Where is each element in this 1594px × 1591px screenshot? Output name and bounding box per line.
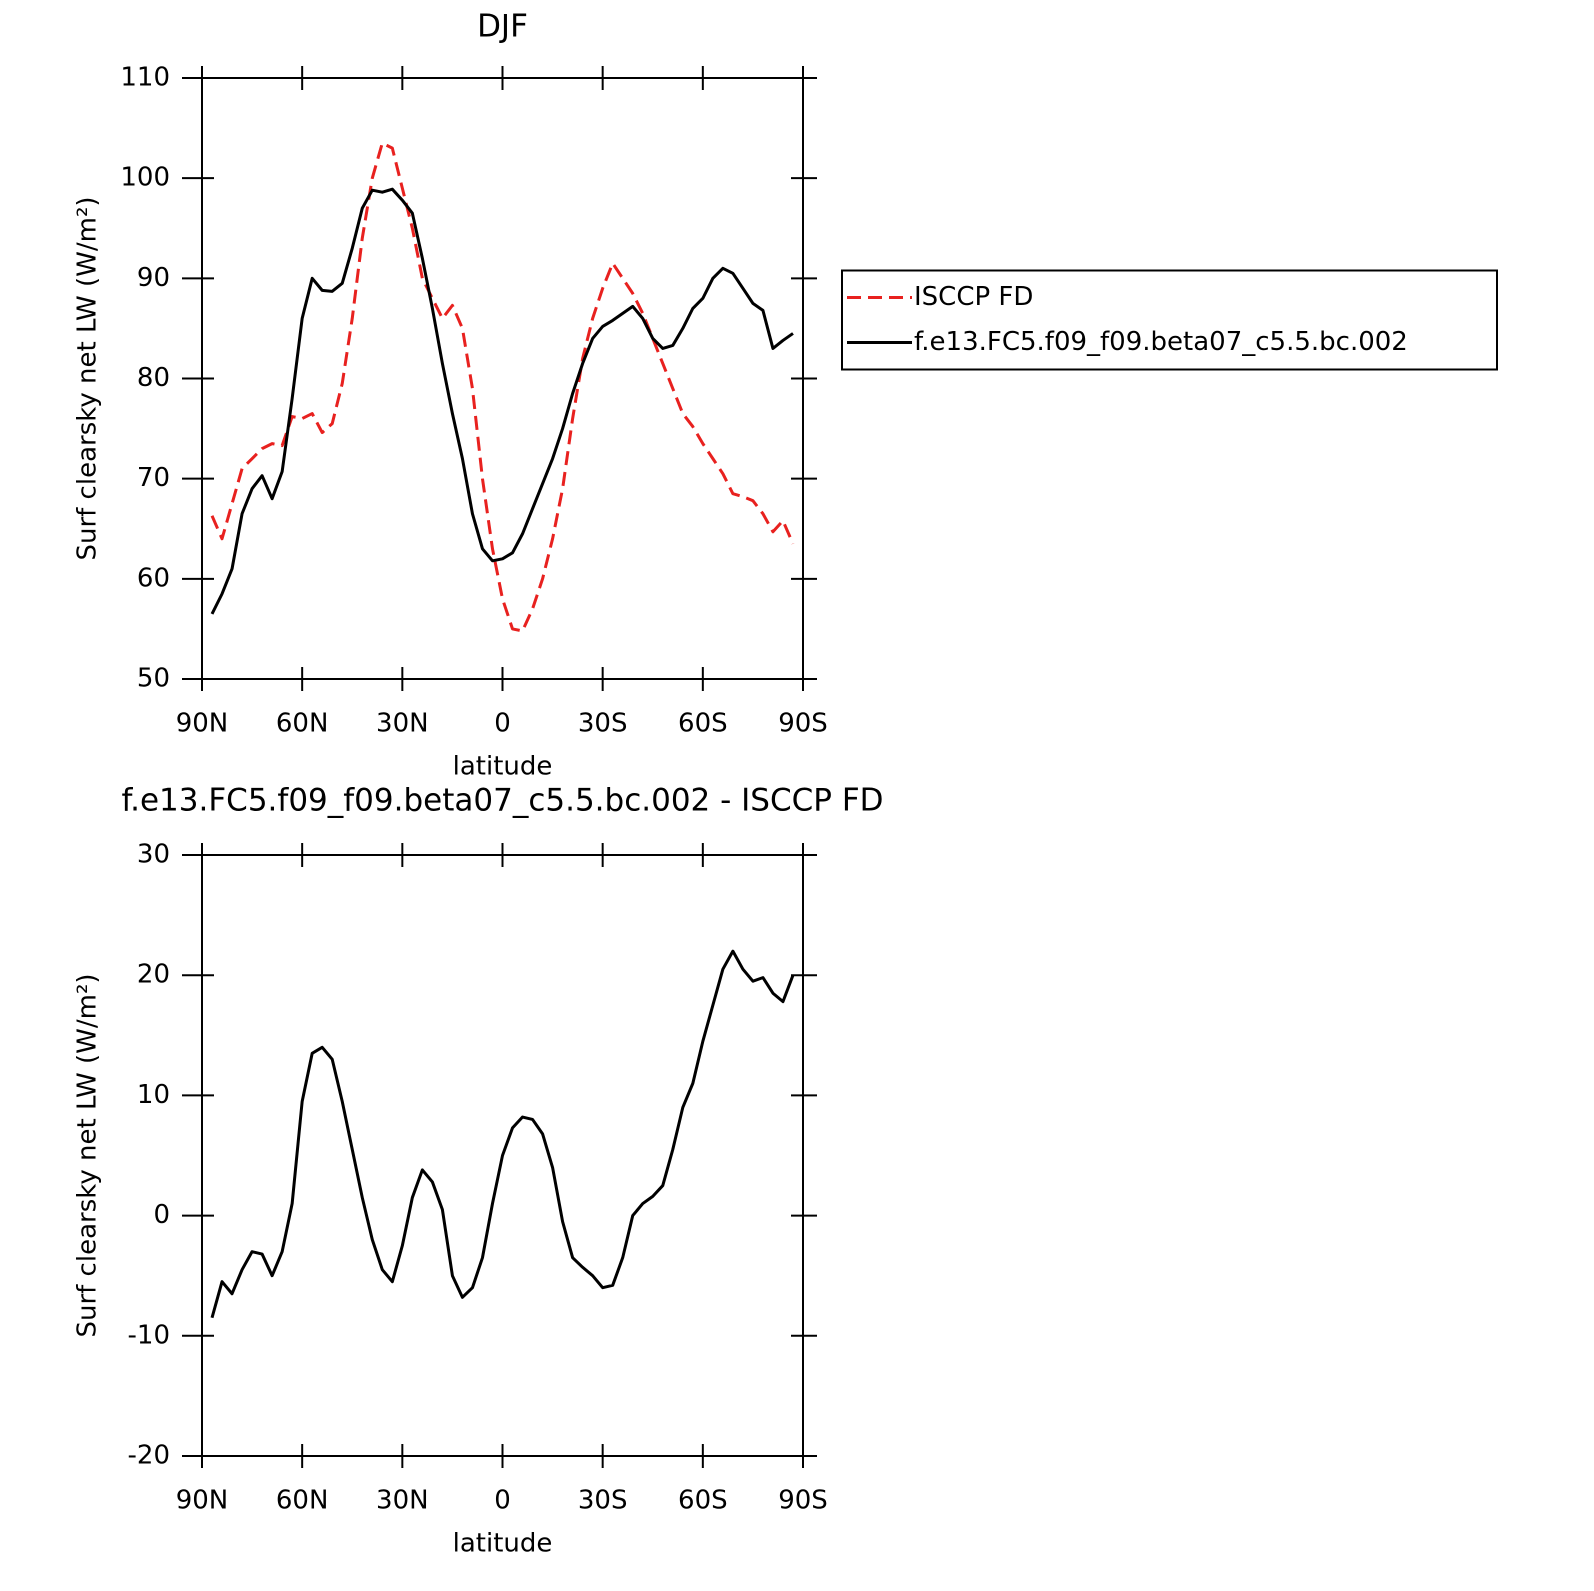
x-tick-label: 60S bbox=[678, 1486, 728, 1516]
x-tick-label: 90N bbox=[176, 1486, 229, 1516]
x-tick-label: 60N bbox=[276, 709, 329, 739]
y-tick-label: 100 bbox=[120, 163, 170, 193]
y-axis-label: Surf clearsky net LW (W/m²) bbox=[73, 196, 103, 560]
y-tick-label: 110 bbox=[120, 63, 170, 93]
x-tick-label: 90S bbox=[778, 709, 828, 739]
x-tick-label: 60N bbox=[276, 1486, 329, 1516]
x-tick-label: 0 bbox=[494, 1486, 511, 1516]
x-tick-label: 90N bbox=[176, 709, 229, 739]
y-tick-label: 50 bbox=[137, 664, 170, 694]
x-axis-label: latitude bbox=[453, 1529, 553, 1559]
y-tick-label: 20 bbox=[137, 960, 170, 990]
series-line bbox=[210, 949, 795, 1319]
legend-label: ISCCP FD bbox=[914, 282, 1033, 312]
x-tick-label: 30N bbox=[376, 709, 429, 739]
x-tick-label: 60S bbox=[678, 709, 728, 739]
x-tick-label: 90S bbox=[778, 1486, 828, 1516]
y-tick-label: 60 bbox=[137, 563, 170, 593]
plot-frame bbox=[201, 854, 804, 1457]
plot-frame bbox=[201, 77, 804, 680]
legend-label: f.e13.FC5.f09_f09.beta07_c5.5.bc.002 bbox=[914, 327, 1408, 357]
series-line bbox=[210, 141, 795, 633]
y-tick-label: -20 bbox=[128, 1441, 170, 1471]
y-tick-label: 70 bbox=[137, 463, 170, 493]
x-tick-label: 30S bbox=[578, 709, 628, 739]
chart-title: DJF bbox=[477, 9, 528, 45]
x-axis-label: latitude bbox=[453, 752, 553, 782]
x-tick-label: 0 bbox=[494, 709, 511, 739]
x-tick-label: 30N bbox=[376, 1486, 429, 1516]
y-tick-label: 80 bbox=[137, 363, 170, 393]
x-tick-label: 30S bbox=[578, 1486, 628, 1516]
y-tick-label: 90 bbox=[137, 263, 170, 293]
series-line bbox=[210, 187, 794, 615]
y-tick-label: 10 bbox=[137, 1080, 170, 1110]
chart-title: f.e13.FC5.f09_f09.beta07_c5.5.bc.002 - I… bbox=[121, 783, 883, 819]
y-tick-label: -10 bbox=[128, 1320, 170, 1350]
y-axis-label: Surf clearsky net LW (W/m²) bbox=[73, 973, 103, 1337]
y-tick-label: 0 bbox=[153, 1200, 170, 1230]
y-tick-label: 30 bbox=[137, 840, 170, 870]
legend-box bbox=[841, 269, 1498, 371]
